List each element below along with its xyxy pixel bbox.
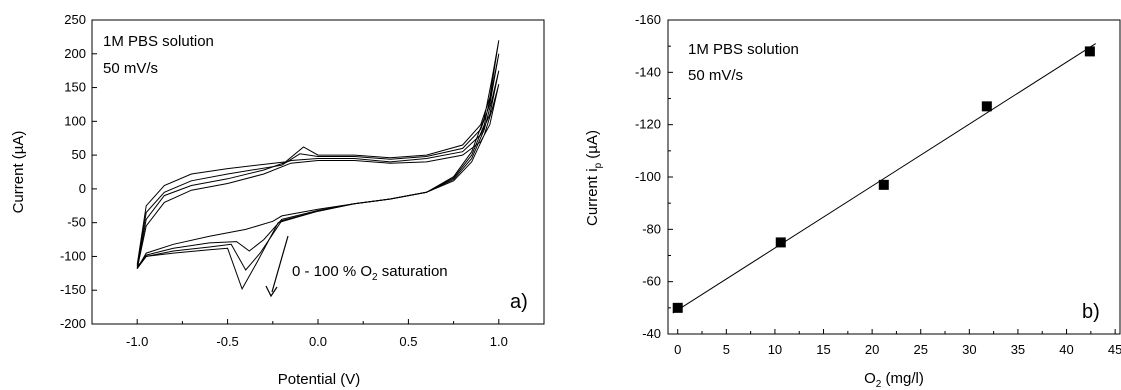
panel-a-y-axis-title: Current (µA) [10, 131, 27, 214]
panel-b-fit-line [672, 43, 1096, 314]
panel-b-fit-line-group [672, 43, 1096, 314]
panel-b-y-tick-label: -140 [635, 64, 661, 79]
panel-a-curves [136, 40, 500, 291]
panel-a-arrow-annotation: 0 - 100 % O2 saturation [292, 263, 448, 283]
panel-a-annotation-scan-rate: 50 mV/s [103, 60, 158, 77]
panel-b-annotation-scan-rate: 50 mV/s [688, 67, 743, 84]
panel-a-y-tick-label: -200 [60, 316, 86, 331]
panel-b-y-tick-label: -40 [642, 326, 661, 341]
panel-b-data-point [981, 101, 992, 112]
panel-a-y-tick-label: -150 [60, 282, 86, 297]
panel-a-label: a) [510, 291, 528, 313]
panel-b-x-tick-label: 25 [913, 342, 927, 357]
panel-b-data-points [672, 46, 1095, 313]
panel-a-y-tick-label: 250 [64, 12, 86, 27]
panel-b-x-tick-label: 35 [1011, 342, 1025, 357]
panel-a-y-tick-label: 50 [72, 147, 86, 162]
panel-b-annotation-solution: 1M PBS solution [688, 41, 799, 58]
panel-b-y-tick-label: -60 [642, 274, 661, 289]
panel-a-x-axis-title: Potential (V) [278, 371, 361, 388]
panel-a-y-tick-label: -100 [60, 248, 86, 263]
panel-b-x-tick-label: 40 [1059, 342, 1073, 357]
panel-a-y-tick-label: 150 [64, 80, 86, 95]
panel-b-y-tick-label: -80 [642, 221, 661, 236]
panel-a-annotation-solution: 1M PBS solution [103, 33, 214, 50]
panel-b-x-tick-label: 5 [723, 342, 730, 357]
panel-b-x-tick-label: 15 [816, 342, 830, 357]
panel-b-x-axis-title: O2 (mg/l) [864, 370, 924, 390]
panel-b-x-tick-label: 30 [962, 342, 976, 357]
panel-a-x-tick-label: 0.5 [399, 334, 417, 349]
panel-b-data-point [878, 179, 889, 190]
panel-a-y-ticks: -200 -150 -100 -50 0 50 100 150 200 250 [60, 12, 97, 331]
panel-a-y-tick-label: 200 [64, 46, 86, 61]
panel-a-x-tick-label: 1.0 [490, 334, 508, 349]
panel-a-y-tick-label: 0 [79, 181, 86, 196]
panel-a-x-ticks: -1.0 -0.5 0.0 0.5 1.0 [126, 319, 508, 349]
panel-a-y-tick-label: -50 [67, 215, 86, 230]
panel-b-y-ticks: -40 -60 -80 -100 -120 -140 -160 [635, 12, 673, 341]
panel-b-x-tick-label: 45 [1108, 342, 1121, 357]
panel-b-x-ticks: 0 5 10 15 20 25 30 35 40 45 [674, 329, 1121, 357]
panel-a-cv-curve-1 [136, 84, 500, 269]
panel-a-cv-curve-3 [136, 53, 500, 271]
panel-a-cyclic-voltammogram: -1.0 -0.5 0.0 0.5 1.0 -200 -150 -100 -50 0 50 100 1… [10, 12, 545, 388]
panel-b-y-axis-title: Current ip (µA) [584, 130, 604, 226]
panel-a-x-tick-label: 0.0 [309, 334, 327, 349]
panel-b-y-tick-label: -120 [635, 117, 661, 132]
panel-a-y-tick-label: 100 [64, 113, 86, 128]
panel-a-x-tick-label: -0.5 [216, 334, 238, 349]
panel-b-data-point [1084, 46, 1095, 57]
panel-a-cv-curve-2 [136, 70, 500, 269]
panel-b-label: b) [1082, 301, 1100, 323]
panel-b-x-tick-label: 20 [865, 342, 879, 357]
panel-b-data-point [775, 237, 786, 248]
panel-b-data-point [672, 302, 683, 313]
panel-b-y-tick-label: -100 [635, 169, 661, 184]
panel-b-x-tick-label: 0 [674, 342, 681, 357]
panel-a-x-tick-label: -1.0 [126, 334, 148, 349]
panel-a-arrow [265, 235, 289, 298]
panel-b-peak-current-vs-oxygen: 0 5 10 15 20 25 30 35 40 45 -40 -60 -80 -100 -120 -140… [584, 12, 1121, 390]
panel-b-x-tick-label: 10 [768, 342, 782, 357]
panel-b-y-tick-label: -160 [635, 12, 661, 27]
panel-a-cv-curve-4 [136, 40, 500, 291]
